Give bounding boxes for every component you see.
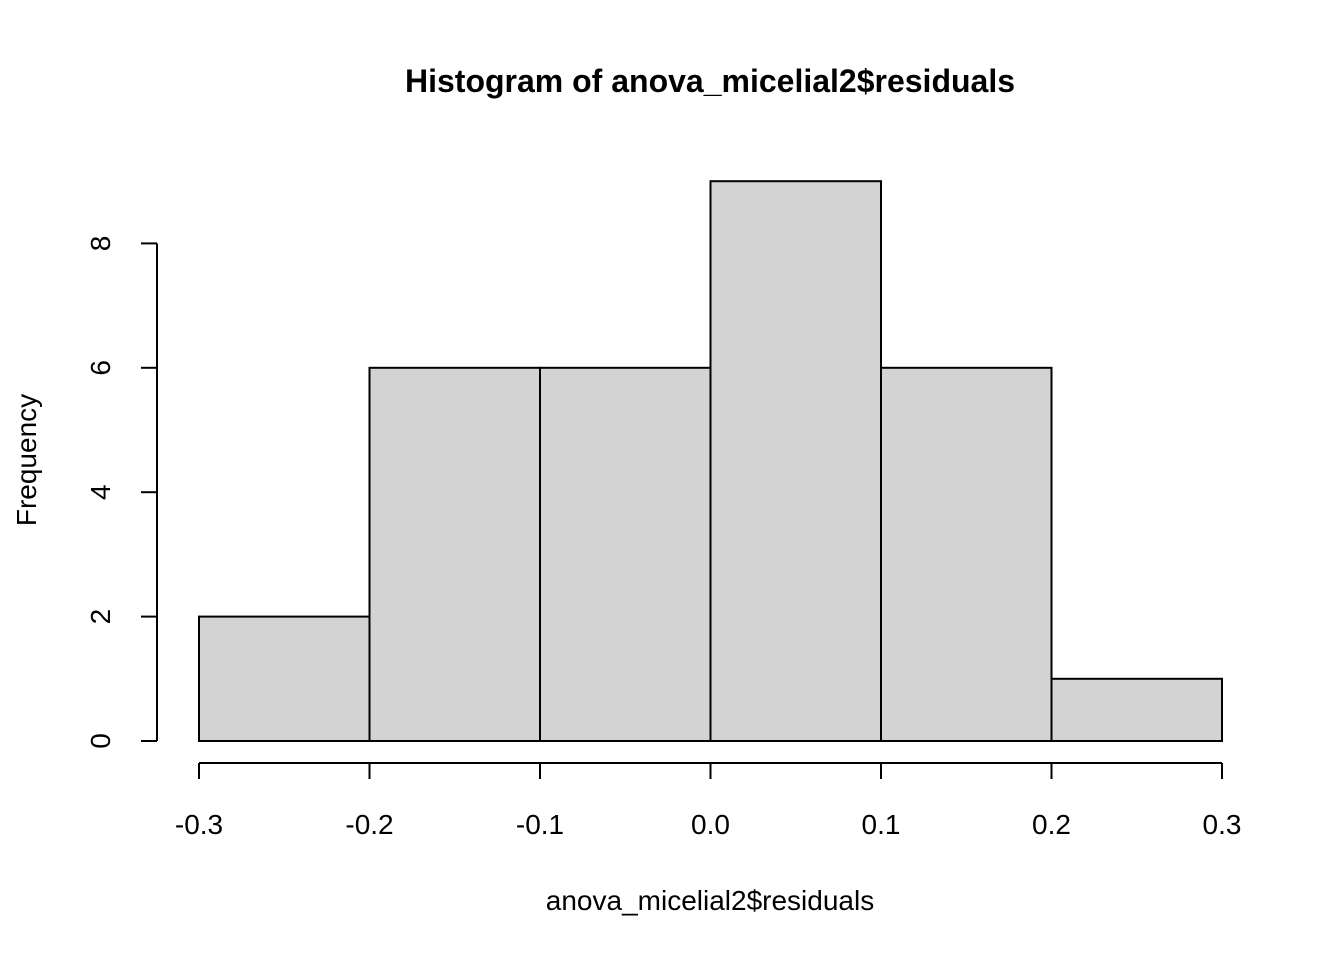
x-tick-label: -0.3 xyxy=(175,809,223,840)
y-tick-label: 6 xyxy=(85,360,116,376)
y-tick-label: 2 xyxy=(85,609,116,625)
x-tick-label: -0.2 xyxy=(345,809,393,840)
x-axis-label: anova_micelial2$residuals xyxy=(546,885,874,916)
histogram-bar xyxy=(368,366,541,742)
y-axis: 0 2 4 6 8 xyxy=(85,236,158,749)
bars-group xyxy=(198,180,1223,742)
y-axis-label: Frequency xyxy=(11,394,42,526)
histogram-bar xyxy=(198,615,371,742)
histogram-bar xyxy=(880,366,1053,742)
histogram-bar xyxy=(539,366,712,742)
x-axis: -0.3 -0.2 -0.1 0.0 0.1 0.2 0.3 xyxy=(175,762,1242,840)
x-tick-label: 0.0 xyxy=(691,809,730,840)
y-tick-label: 8 xyxy=(85,236,116,252)
y-tick-label: 0 xyxy=(85,733,116,749)
x-tick-label: 0.1 xyxy=(862,809,901,840)
histogram-bar xyxy=(709,180,882,742)
y-tick-label: 4 xyxy=(85,484,116,500)
x-tick-label: -0.1 xyxy=(516,809,564,840)
x-tick-label: 0.3 xyxy=(1203,809,1242,840)
x-tick-label: 0.2 xyxy=(1032,809,1071,840)
chart-title: Histogram of anova_micelial2$residuals xyxy=(405,63,1015,99)
histogram-bar xyxy=(1050,677,1223,742)
